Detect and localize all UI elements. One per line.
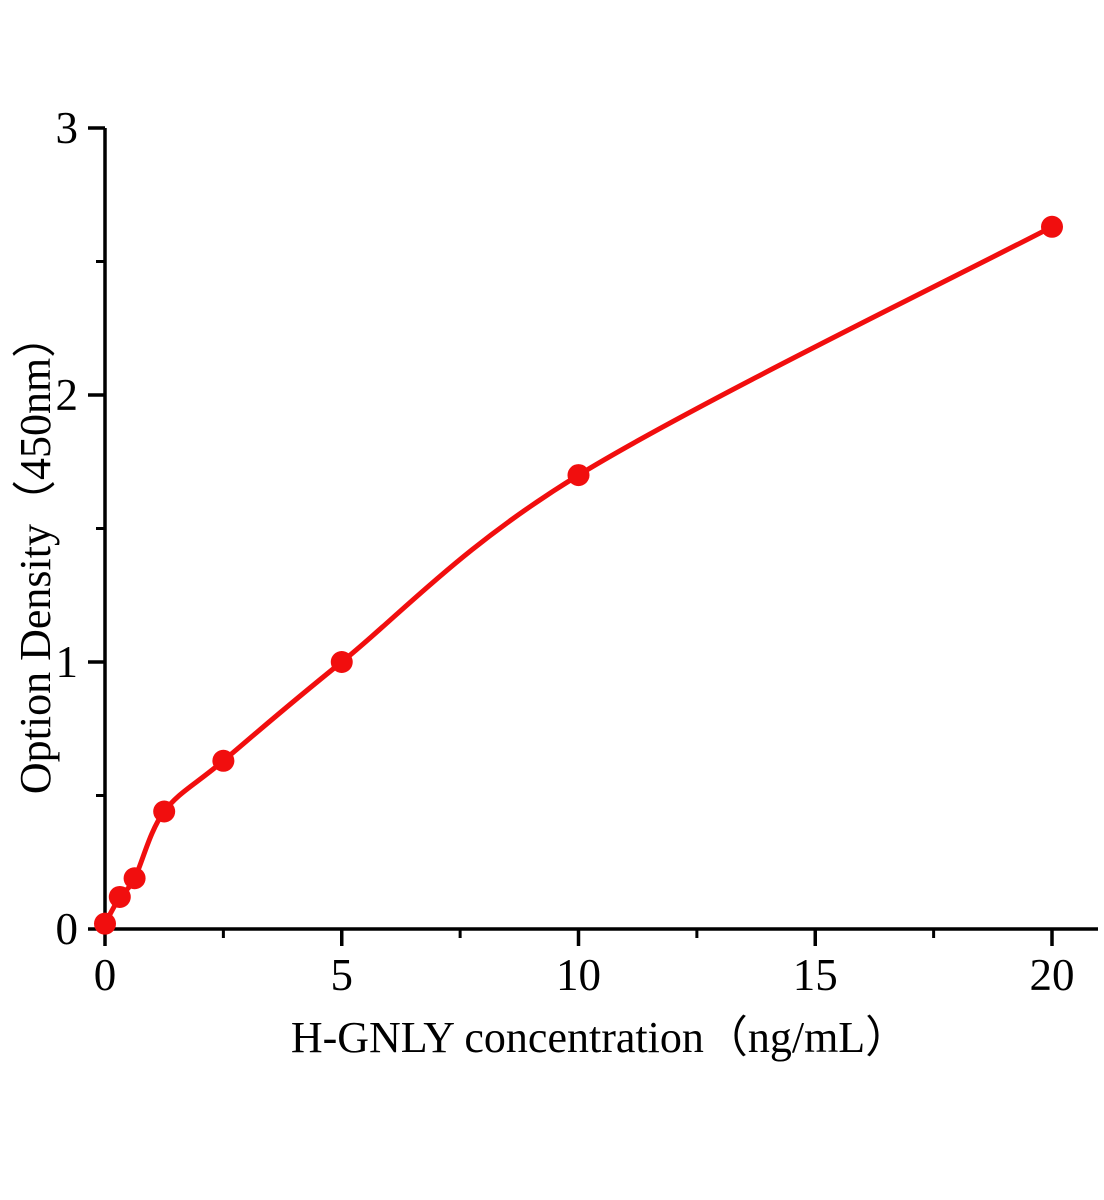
data-point: [330, 651, 353, 673]
fit-curve: [102, 224, 1055, 927]
y-tick-label: 0: [56, 904, 79, 954]
data-series: [94, 215, 1063, 935]
x-axis-title: H-GNLY concentration（ng/mL）: [291, 1013, 909, 1062]
data-point: [212, 749, 235, 772]
axis-ticks: [88, 126, 1054, 946]
y-axis-title: Option Density（450nm）: [11, 314, 60, 794]
data-point: [153, 800, 176, 823]
x-tick-label: 20: [1030, 950, 1075, 1000]
y-tick-label: 3: [56, 103, 79, 153]
data-point: [1041, 215, 1063, 238]
data-point: [108, 885, 131, 908]
axes: [103, 128, 1098, 931]
y-tick-label: 2: [56, 370, 79, 420]
data-point: [567, 464, 590, 487]
x-tick-label: 5: [331, 950, 354, 1000]
data-point: [123, 867, 146, 890]
data-point: [94, 912, 116, 935]
x-tick-label: 15: [793, 950, 838, 1000]
y-tick-label: 1: [56, 637, 79, 687]
x-tick-label: 10: [556, 950, 601, 1000]
x-tick-label: 0: [94, 950, 117, 1000]
tick-labels: 0 5 10 15 20 0 1 2 3: [56, 103, 1075, 1000]
